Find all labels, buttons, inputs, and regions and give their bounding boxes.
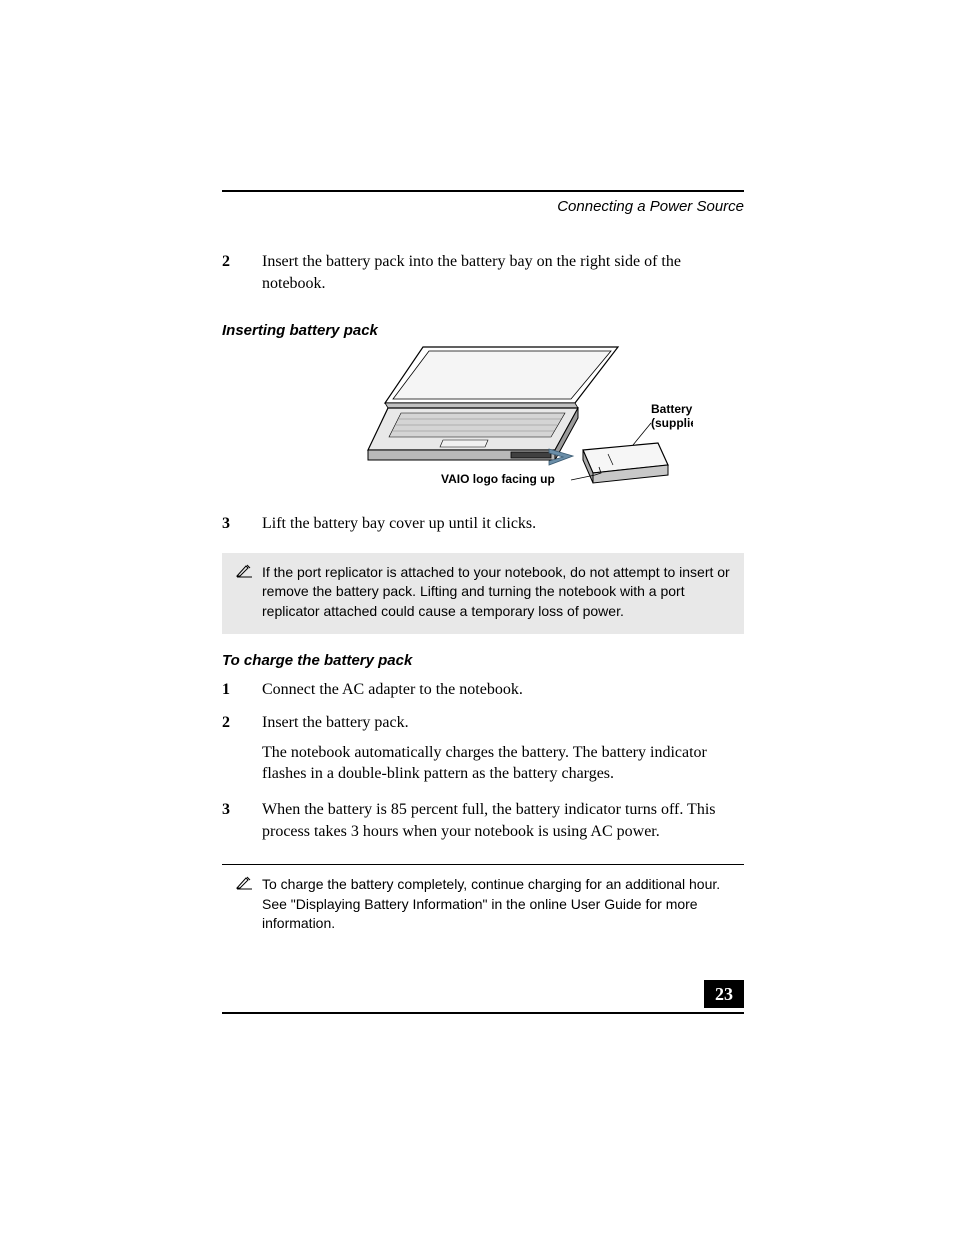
figure-caption: Inserting battery pack (222, 322, 744, 339)
step-row: 1 Connect the AC adapter to the notebook… (222, 679, 744, 701)
note-box: If the port replicator is attached to yo… (222, 553, 744, 634)
step-number: 1 (222, 679, 262, 701)
step-text: Lift the battery bay cover up until it c… (262, 513, 744, 535)
step-text: Connect the AC adapter to the notebook. (262, 679, 744, 701)
label-leader (633, 423, 651, 445)
page: Connecting a Power Source 2 Insert the b… (0, 0, 954, 1235)
step-number: 3 (222, 799, 262, 821)
step-number: 2 (222, 712, 262, 734)
step-number: 2 (222, 251, 262, 273)
step-text: Insert the battery pack into the battery… (262, 251, 744, 294)
step-row: 3 When the battery is 85 percent full, t… (222, 799, 744, 842)
step-text: Insert the battery pack. (262, 712, 744, 734)
laptop-hinge (385, 403, 578, 408)
battery-supplied-label: (supplied) (651, 416, 693, 430)
battery-pack-label: Battery pack (651, 402, 693, 416)
vaio-logo-label: VAIO logo facing up (441, 472, 555, 486)
note-text: If the port replicator is attached to yo… (262, 563, 730, 622)
step-continuation: The notebook automatically charges the b… (222, 742, 744, 785)
note-box-plain: To charge the battery completely, contin… (222, 864, 744, 946)
note-icon (236, 564, 256, 584)
page-number: 23 (704, 980, 744, 1008)
step-row: 2 Insert the battery pack into the batte… (222, 251, 744, 294)
note-icon (236, 876, 256, 896)
charge-heading: To charge the battery pack (222, 652, 744, 669)
step-number: 3 (222, 513, 262, 535)
laptop-base (368, 408, 578, 450)
running-header: Connecting a Power Source (222, 198, 744, 215)
battery-bay-slot (511, 452, 551, 458)
top-rule (222, 190, 744, 192)
battery-pack (583, 443, 668, 483)
step-text: When the battery is 85 percent full, the… (262, 799, 744, 842)
page-footer: 23 (222, 1012, 744, 1014)
laptop-screen (385, 347, 618, 403)
step-extra-text: The notebook automatically charges the b… (262, 742, 744, 785)
footer-rule (222, 1012, 744, 1014)
step-row: 2 Insert the battery pack. (222, 712, 744, 734)
note-text: To charge the battery completely, contin… (262, 875, 730, 934)
step-row: 3 Lift the battery bay cover up until it… (222, 513, 744, 535)
laptop-diagram: Battery pack (supplied) VAIO logo facing… (273, 345, 693, 505)
